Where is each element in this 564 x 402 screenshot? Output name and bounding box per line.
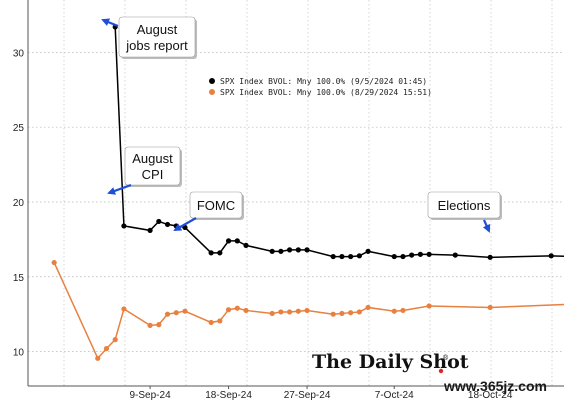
brand-dot-icon <box>438 368 444 374</box>
data-point <box>417 251 423 257</box>
x-tick-label: 27-Sep-24 <box>284 390 331 401</box>
callout-box <box>118 16 196 58</box>
data-point <box>391 308 397 314</box>
data-point <box>348 310 354 316</box>
data-point <box>121 223 127 229</box>
data-point <box>304 247 310 253</box>
data-point <box>548 253 554 259</box>
callout-box <box>427 191 501 219</box>
y-tick-label: 15 <box>13 273 25 284</box>
y-tick-label: 20 <box>13 198 25 209</box>
data-point <box>295 308 301 314</box>
data-point <box>426 251 432 257</box>
annotation-callout: FOMC <box>173 191 244 231</box>
data-point <box>51 259 57 266</box>
site-url: www.365jz.com <box>443 378 547 394</box>
data-point <box>147 227 153 234</box>
axes: 10 15 20 25 30 9-Sep-24 18-Sep-24 27-Sep-24 7-Oc… <box>13 0 564 401</box>
data-point <box>182 308 188 314</box>
data-point <box>278 309 284 315</box>
data-point <box>339 253 345 260</box>
data-point <box>426 303 432 309</box>
callout-label: jobs report <box>125 38 188 53</box>
data-point <box>487 304 493 311</box>
callout-box <box>189 191 243 219</box>
data-point <box>147 322 153 329</box>
x-tick-label: 7-Oct-24 <box>375 390 414 401</box>
brand-name: The Daily Shot <box>312 351 469 373</box>
legend-label: SPX Index BVOL: Mny 100.0% (8/29/2024 15… <box>220 88 432 97</box>
data-point <box>234 305 240 311</box>
data-point <box>287 247 293 253</box>
data-point <box>234 238 240 244</box>
data-point <box>409 252 415 258</box>
data-point <box>103 345 110 352</box>
data-point <box>121 306 127 312</box>
callout-label: Elections <box>438 198 491 213</box>
brand-registered-mark: ® <box>442 354 449 362</box>
data-point <box>400 253 406 260</box>
data-point <box>164 221 171 228</box>
data-point <box>243 242 249 248</box>
callout-arrow <box>107 183 132 195</box>
data-point <box>112 337 118 343</box>
data-point <box>356 309 362 315</box>
data-point <box>173 310 179 316</box>
data-point <box>487 254 493 260</box>
data-point <box>365 304 371 311</box>
callout-label: CPI <box>142 167 164 182</box>
callout-arrow <box>173 217 197 231</box>
data-point <box>339 310 345 317</box>
data-point <box>365 248 371 254</box>
callout-label: FOMC <box>197 198 235 213</box>
legend-label: SPX Index BVOL: Mny 100.0% (9/5/2024 01:… <box>220 77 427 86</box>
x-tick-label: 18-Sep-24 <box>205 390 252 401</box>
x-tick-label: 9-Sep-24 <box>130 390 172 401</box>
data-point <box>156 322 162 328</box>
data-point <box>164 311 171 317</box>
callout-label: August <box>137 22 178 37</box>
data-point <box>304 307 310 314</box>
legend-marker <box>209 78 215 84</box>
data-point <box>243 307 249 314</box>
callout-arrow <box>482 219 491 233</box>
data-point <box>295 247 301 253</box>
data-point <box>208 319 214 326</box>
data-point <box>400 307 406 314</box>
grid <box>28 0 564 386</box>
y-tick-label: 10 <box>13 348 25 359</box>
legend: SPX Index BVOL: Mny 100.0% (9/5/2024 01:… <box>209 77 432 97</box>
watermark: The Daily Shot ® www.365jz.com <box>312 351 547 394</box>
annotation-callout: Elections <box>427 191 502 233</box>
data-point <box>217 318 223 324</box>
y-tick-label: 30 <box>13 48 25 59</box>
data-point <box>287 309 293 315</box>
callout-box <box>124 146 181 186</box>
data-point <box>330 311 336 317</box>
legend-marker <box>209 89 215 95</box>
callout-arrow <box>101 18 119 28</box>
data-point <box>217 250 223 256</box>
data-point <box>269 248 275 254</box>
data-point <box>95 355 101 361</box>
data-point <box>391 253 397 260</box>
data-point <box>348 253 354 260</box>
data-point <box>330 253 336 260</box>
data-point <box>452 252 458 258</box>
x-tick-label: 18-Oct-24 <box>468 390 513 401</box>
data-point <box>156 218 162 225</box>
data-point <box>225 238 232 244</box>
y-tick-label: 25 <box>13 123 25 134</box>
data-point <box>269 310 275 317</box>
data-point <box>278 248 284 254</box>
data-point <box>356 253 362 259</box>
data-point <box>208 250 214 256</box>
callout-label: August <box>132 151 173 166</box>
data-point <box>225 307 232 313</box>
series-2 <box>51 259 564 361</box>
